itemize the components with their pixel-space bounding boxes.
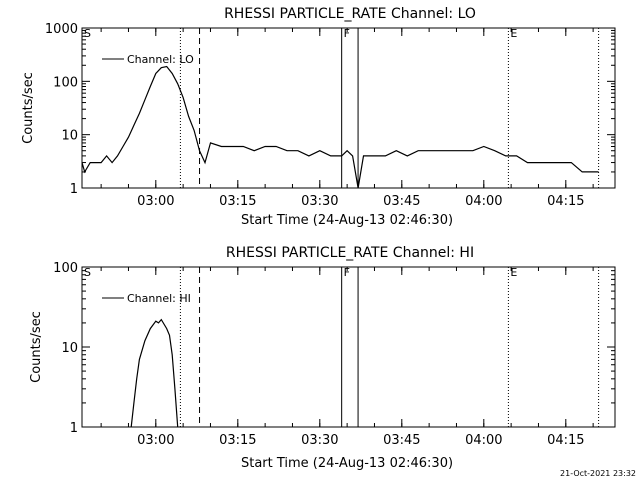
chart-panel-hi: RHESSI PARTICLE_RATE Channel: HI S F E 1 10 1…: [29, 245, 616, 471]
x-tick-label-hi: 04:00: [465, 433, 502, 448]
x-tick-label-lo: 04:15: [547, 194, 584, 209]
y-tick-label-lo: 100: [53, 75, 78, 90]
x-tick-label-lo: 03:45: [383, 194, 420, 209]
event-marker-label-hi: F: [344, 266, 350, 279]
y-tick-label-lo: 1: [70, 182, 78, 197]
y-axis-label-hi: Counts/sec: [29, 311, 44, 383]
legend-label-hi: Channel: HI: [127, 292, 191, 305]
x-tick-label-lo: 03:00: [137, 194, 174, 209]
x-tick-label-hi: 04:15: [547, 433, 584, 448]
x-tick-label-lo: 03:15: [219, 194, 256, 209]
series-line-lo: [81, 65, 599, 189]
x-tick-label-hi: 03:00: [137, 433, 174, 448]
event-marker-label-lo: F: [344, 27, 350, 40]
x-tick-label-hi: 03:45: [383, 433, 420, 448]
plot-frame-lo: [81, 27, 616, 189]
chart-title-lo: RHESSI PARTICLE_RATE Channel: LO: [224, 6, 476, 22]
event-marker-label-hi: S: [84, 266, 91, 279]
x-axis-label-lo: Start Time (24-Aug-13 02:46:30): [241, 213, 453, 228]
chart-title-hi: RHESSI PARTICLE_RATE Channel: HI: [226, 245, 474, 261]
event-marker-label-lo: E: [510, 27, 517, 40]
y-tick-label-hi: 100: [53, 261, 78, 276]
y-tick-label-hi: 1: [70, 421, 78, 436]
chart-panel-lo: RHESSI PARTICLE_RATE Channel: LO S F E 1 10 1…: [21, 6, 616, 228]
y-tick-label-hi: 10: [61, 341, 78, 356]
x-tick-label-hi: 03:15: [219, 433, 256, 448]
y-axis-label-lo: Counts/sec: [21, 72, 36, 144]
plot-frame-hi: [81, 266, 616, 428]
y-tick-label-lo: 10: [61, 129, 78, 144]
footer-timestamp: 21-Oct-2021 23:32: [560, 469, 636, 478]
event-marker-label-lo: S: [84, 27, 91, 40]
legend-label-lo: Channel: LO: [127, 53, 194, 66]
x-tick-label-lo: 03:30: [301, 194, 338, 209]
x-tick-label-hi: 03:30: [301, 433, 338, 448]
y-tick-label-lo: 1000: [45, 22, 78, 37]
x-tick-label-lo: 04:00: [465, 194, 502, 209]
x-axis-label-hi: Start Time (24-Aug-13 02:46:30): [241, 456, 453, 471]
series-line-hi: [130, 318, 179, 428]
event-marker-label-hi: E: [510, 266, 517, 279]
